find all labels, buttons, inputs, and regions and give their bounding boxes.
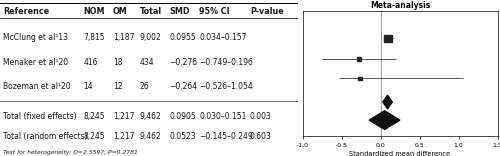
Text: Bozeman et al¹20: Bozeman et al¹20: [3, 82, 70, 91]
Text: McClung et al¹13: McClung et al¹13: [3, 33, 68, 42]
Text: 0.034–0.157: 0.034–0.157: [200, 33, 247, 42]
Text: 18: 18: [113, 58, 122, 67]
Text: 14: 14: [84, 82, 93, 91]
Text: 434: 434: [140, 58, 154, 67]
Polygon shape: [369, 111, 400, 129]
Text: 7,815: 7,815: [84, 33, 105, 42]
Text: −0.276: −0.276: [170, 58, 198, 67]
Bar: [357, 57, 361, 61]
Text: 1,217: 1,217: [113, 132, 134, 141]
Text: 8,245: 8,245: [84, 132, 105, 141]
Text: 0.030–0.151: 0.030–0.151: [200, 112, 246, 121]
Text: NOM: NOM: [84, 7, 105, 16]
Text: 0.003: 0.003: [250, 112, 272, 121]
Title: Meta-analysis: Meta-analysis: [370, 1, 430, 10]
Text: 0.0905: 0.0905: [170, 112, 196, 121]
Text: P-value: P-value: [250, 7, 284, 16]
Bar: [384, 35, 392, 42]
Text: Reference: Reference: [3, 7, 49, 16]
Text: 0.0955: 0.0955: [170, 33, 196, 42]
Text: Total (random effects): Total (random effects): [3, 132, 87, 141]
Text: 26: 26: [140, 82, 149, 91]
Text: 9,462: 9,462: [140, 132, 162, 141]
Text: Menaker et al¹20: Menaker et al¹20: [3, 58, 68, 67]
Text: 8,245: 8,245: [84, 112, 105, 121]
Polygon shape: [383, 95, 392, 109]
Text: Total (fixed effects): Total (fixed effects): [3, 112, 76, 121]
Text: 416: 416: [84, 58, 98, 67]
Bar: [358, 77, 362, 80]
Text: −0.749–0.196: −0.749–0.196: [200, 58, 253, 67]
Text: 12: 12: [113, 82, 122, 91]
Text: −0.264: −0.264: [170, 82, 198, 91]
Text: 9,002: 9,002: [140, 33, 162, 42]
Text: 95% CI: 95% CI: [200, 7, 230, 16]
Text: 1,187: 1,187: [113, 33, 134, 42]
Text: Total: Total: [140, 7, 162, 16]
Text: −0.145–0.249: −0.145–0.249: [200, 132, 253, 141]
Text: 0.603: 0.603: [250, 132, 272, 141]
Text: SMD: SMD: [170, 7, 190, 16]
Text: Test for heterogeneity: Q=2.5597, P=0.2781: Test for heterogeneity: Q=2.5597, P=0.27…: [3, 150, 138, 155]
Text: 0.0523: 0.0523: [170, 132, 196, 141]
Text: OM: OM: [113, 7, 128, 16]
X-axis label: Standardized mean difference: Standardized mean difference: [350, 151, 450, 156]
Text: 9,462: 9,462: [140, 112, 162, 121]
Text: −0.526–1.054: −0.526–1.054: [200, 82, 253, 91]
Text: 1,217: 1,217: [113, 112, 134, 121]
